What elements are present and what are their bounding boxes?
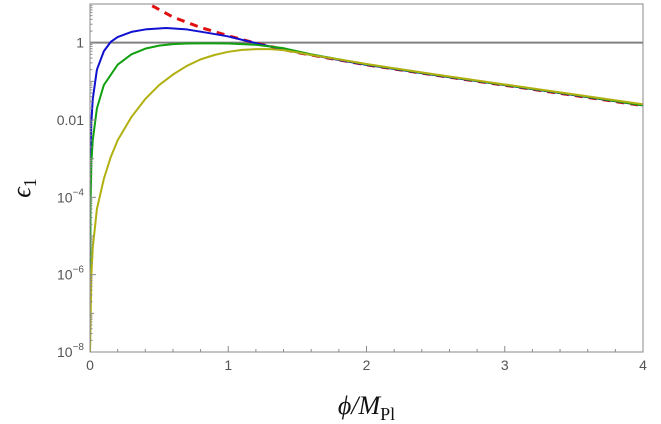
y-tick-label: 10−6 — [57, 265, 84, 283]
ticks-layer — [89, 3, 644, 353]
series-line-4 — [90, 48, 643, 352]
y-tick-label: 10−4 — [57, 187, 84, 205]
series-line-2 — [90, 26, 643, 352]
series-layer — [90, 4, 643, 352]
x-tick-label: 4 — [639, 357, 647, 373]
x-axis-label: ϕ/MPl — [338, 391, 395, 424]
y-axis-label-sub: 1 — [20, 178, 40, 187]
x-tick-label: 3 — [501, 357, 509, 373]
x-tick-label: 1 — [224, 357, 232, 373]
series-line-1 — [151, 4, 643, 108]
plot-frame — [89, 3, 644, 353]
y-tick-label: 10−8 — [57, 342, 84, 360]
x-axis-label-main: ϕ/M — [338, 391, 382, 420]
x-axis-label-sub: Pl — [380, 404, 395, 424]
y-axis-label-main: ϵ — [7, 186, 36, 198]
y-tick-label: 0.01 — [57, 112, 84, 128]
y-tick-label: 1 — [76, 35, 84, 51]
y-axis-label: ϵ1 — [7, 178, 40, 197]
tick-labels: 0 1 2 3 4 1 0.01 10−4 10−6 10−8 — [57, 35, 647, 373]
x-tick-label: 0 — [86, 357, 94, 373]
series-line-3 — [90, 42, 643, 352]
x-tick-label: 2 — [363, 357, 371, 373]
